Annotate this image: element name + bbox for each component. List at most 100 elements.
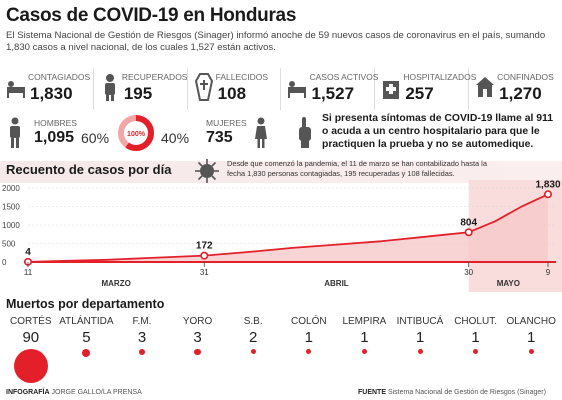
- department-item: CHOLUT. 1: [448, 316, 504, 354]
- department-item: CORTÉS 90: [3, 316, 59, 383]
- month-label: MAYO: [497, 279, 520, 288]
- stats-row: CONTAGIADOS 1,830 RECUPERADOS 195 FALLEC…: [0, 68, 562, 110]
- stat-value: 108: [217, 84, 247, 103]
- stat-label: CASOS ACTIVOS: [309, 72, 379, 82]
- series-line: [27, 193, 549, 263]
- men-percent: 60%: [81, 130, 110, 146]
- alert-message: Si presenta síntomas de COVID-19 llame a…: [322, 113, 554, 150]
- gender-donut: 100%: [118, 115, 154, 151]
- department-item: S.B. 2: [225, 316, 281, 355]
- patient-bed-icon: [7, 81, 25, 98]
- department-dot: [528, 349, 534, 354]
- cases-chart: 2000 1500 1000 500 0 4 11 172 31 804 30 1,830 9 MARZ…: [2, 180, 562, 292]
- department-deaths: 1: [304, 329, 313, 346]
- x-tick-label: 11: [24, 268, 33, 277]
- stat-label: RECUPERADOS: [121, 72, 188, 82]
- y-tick-label: 1500: [2, 203, 20, 212]
- x-tick-label: 30: [464, 268, 473, 277]
- department-item: INTIBUCÁ 1: [392, 316, 448, 354]
- men-label: HOMBRES: [34, 118, 77, 128]
- gender-breakdown: HOMBRES 1,095 60% 100% 40% MUJERES 735: [0, 113, 562, 159]
- source-label: FUENTE: [358, 389, 386, 396]
- department-dot: [417, 349, 423, 354]
- y-tick-label: 0: [2, 258, 7, 267]
- hand-icon: [299, 117, 311, 148]
- stat-recuperados: RECUPERADOS 195: [94, 68, 188, 110]
- month-label: ABRIL: [324, 279, 349, 288]
- department-dot: [82, 349, 91, 357]
- hospital-icon: [383, 81, 400, 99]
- source-value: Sistema Nacional de Gestión de Riesgos (…: [387, 389, 546, 396]
- stat-label: HOSPITALIZADOS: [403, 72, 477, 82]
- data-label: 804: [460, 217, 477, 228]
- department-name: COLÓN: [291, 316, 327, 327]
- stat-confinados: CONFINADOS 1,270: [469, 68, 562, 110]
- stat-value: 1,527: [311, 84, 355, 103]
- department-dot: [250, 349, 256, 355]
- departments-row: CORTÉS 90 ATLÁNTIDA 5 F.M. 3 YORO 3 S.B. 2 COLÓN 1 L…: [0, 316, 562, 386]
- department-name: LEMPIRA: [342, 316, 387, 327]
- house-icon: [476, 77, 495, 97]
- y-tick-label: 500: [2, 240, 16, 249]
- department-deaths: 1: [527, 329, 536, 346]
- departments-title: Muertos por departamento: [6, 297, 165, 311]
- department-dot: [13, 349, 48, 383]
- data-point: [543, 190, 552, 199]
- department-dot: [194, 349, 201, 356]
- stat-label: CONFINADOS: [497, 72, 554, 82]
- women-value: 735: [206, 129, 233, 146]
- department-deaths: 5: [82, 329, 91, 346]
- stat-label: CONTAGIADOS: [28, 72, 91, 82]
- men-value: 1,095: [34, 129, 75, 146]
- donut-label: 100%: [127, 131, 146, 138]
- department-deaths: 90: [22, 329, 40, 346]
- department-name: CHOLUT.: [454, 316, 497, 327]
- department-name: CORTÉS: [10, 316, 52, 327]
- women-percent: 40%: [161, 130, 190, 146]
- coffin-icon: [194, 73, 213, 101]
- page-title: Casos de COVID-19 en Honduras: [6, 5, 297, 26]
- department-dot: [473, 349, 479, 354]
- chart-subtitle: Recuento de casos por día: [6, 162, 172, 177]
- chart-header-strip: [0, 161, 562, 183]
- department-item: LEMPIRA 1: [336, 316, 392, 354]
- footer-source: FUENTE Sistema Nacional de Gestión de Ri…: [358, 389, 546, 396]
- department-dot: [306, 349, 312, 354]
- department-deaths: 1: [471, 329, 480, 346]
- stat-value: 195: [123, 84, 153, 103]
- credit-value: JORGE GALLO/LA PRENSA: [51, 389, 142, 396]
- y-tick-label: 1000: [2, 221, 20, 230]
- stat-fallecidos: FALLECIDOS 108: [188, 68, 282, 110]
- department-deaths: 1: [360, 329, 369, 346]
- department-name: INTIBUCÁ: [396, 316, 444, 327]
- data-label: 4: [25, 247, 31, 258]
- credit-label: INFOGRAFÍA: [6, 389, 50, 396]
- department-name: S.B.: [243, 316, 263, 327]
- month-label: MARZO: [101, 279, 130, 288]
- department-item: OLANCHO 1: [503, 316, 559, 354]
- x-tick-label: 9: [546, 268, 551, 277]
- department-deaths: 3: [193, 329, 202, 346]
- man-icon: [10, 117, 20, 148]
- stat-value: 257: [405, 84, 434, 103]
- department-name: YORO: [182, 316, 213, 327]
- department-item: F.M. 3: [114, 316, 170, 356]
- department-dot: [138, 349, 146, 356]
- stat-value: 1,270: [499, 84, 542, 103]
- department-name: F.M.: [132, 316, 152, 327]
- data-label: 1,830: [535, 180, 560, 190]
- recovered-person-icon: [104, 74, 115, 101]
- data-point: [200, 251, 209, 260]
- department-item: ATLÁNTIDA 5: [58, 316, 114, 357]
- footer-credit: INFOGRAFÍA JORGE GALLO/LA PRENSA: [6, 389, 142, 396]
- x-tick-label: 31: [200, 268, 209, 277]
- woman-icon: [255, 117, 267, 148]
- intro-text: El Sistema Nacional de Gestión de Riesgo…: [6, 30, 546, 53]
- department-deaths: 1: [415, 329, 425, 346]
- department-item: YORO 3: [170, 316, 226, 356]
- y-tick-label: 2000: [2, 184, 20, 193]
- virus-icon: [195, 159, 219, 183]
- stat-casos-activos: CASOS ACTIVOS 1,527: [281, 68, 379, 110]
- department-name: OLANCHO: [506, 316, 556, 327]
- stat-contagiados: CONTAGIADOS 1,830: [0, 68, 94, 110]
